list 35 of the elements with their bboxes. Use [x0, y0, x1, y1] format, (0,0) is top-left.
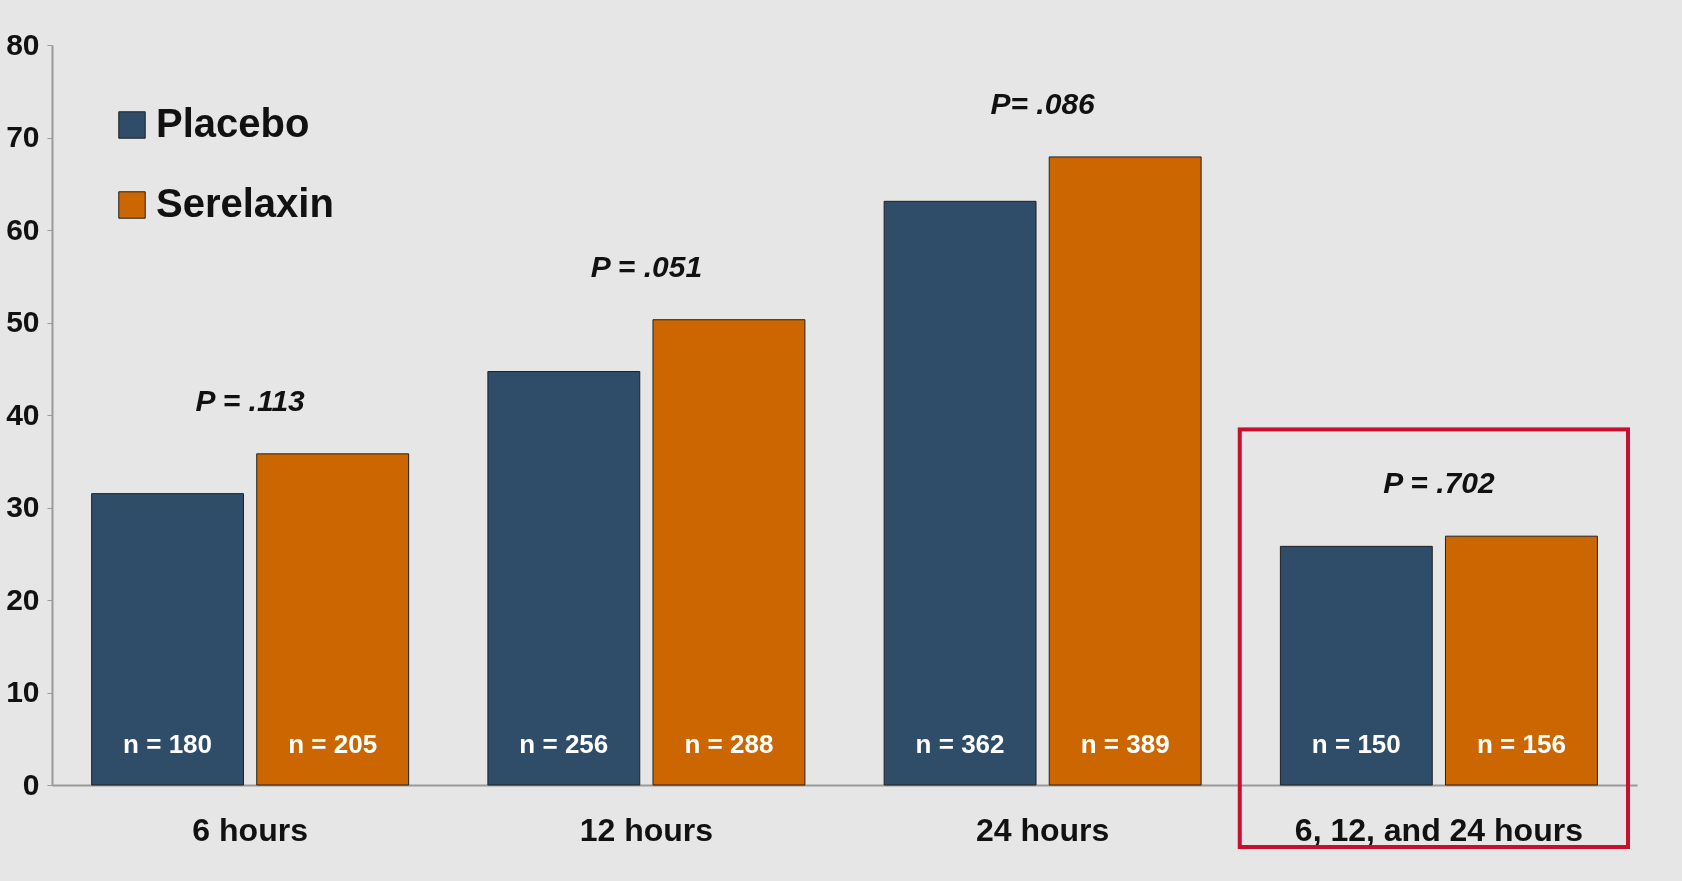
- annotation: P = .113: [195, 383, 306, 417]
- y-tick-label: 20: [6, 582, 40, 616]
- y-tick-label: 70: [6, 120, 40, 153]
- legend-label: Serelaxin: [156, 181, 334, 225]
- annotation: P = .702: [1383, 466, 1495, 500]
- y-tick-label: 30: [6, 490, 40, 523]
- bar: [883, 200, 1037, 786]
- y-tick-label: 80: [6, 27, 40, 61]
- y-tick-label: 50: [6, 305, 40, 338]
- bar: [91, 493, 245, 786]
- bar: [1279, 545, 1433, 786]
- bar: [1444, 535, 1598, 786]
- annotation: P= .086: [990, 86, 1096, 120]
- y-tick-label: 60: [6, 212, 40, 246]
- bar: [652, 319, 806, 786]
- annotation: n = 156: [1476, 729, 1566, 759]
- bar: [1048, 156, 1202, 786]
- annotation: n = 288: [684, 729, 774, 759]
- bar: [487, 371, 641, 786]
- annotation: n = 150: [1311, 729, 1401, 759]
- x-tick-label: 6 hours: [192, 811, 308, 848]
- y-tick-label: 0: [22, 767, 40, 801]
- legend-label: Placebo: [156, 101, 310, 145]
- y-tick-label: 40: [6, 397, 40, 431]
- x-tick-label: 12 hours: [579, 811, 714, 848]
- x-tick-label: 6, 12, and 24 hours: [1294, 811, 1583, 848]
- annotation: n = 362: [915, 729, 1005, 759]
- bar: [256, 453, 410, 786]
- annotation: n = 205: [288, 729, 378, 759]
- annotation: n = 256: [519, 729, 609, 759]
- annotation: n = 180: [123, 729, 213, 759]
- annotation: n = 389: [1080, 729, 1170, 759]
- x-tick-label: 24 hours: [975, 811, 1110, 848]
- y-tick-label: 10: [6, 675, 40, 708]
- annotation: P = .051: [590, 249, 703, 283]
